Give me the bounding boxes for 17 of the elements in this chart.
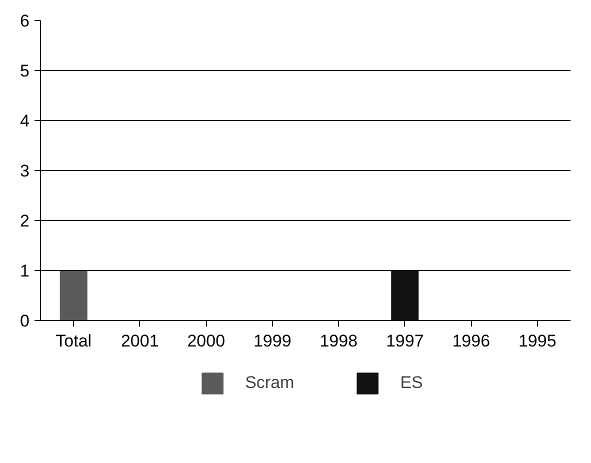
x-tick-label: 1996 (452, 332, 490, 350)
y-tick-label: 3 (20, 162, 30, 180)
x-tick-label: 1997 (386, 332, 424, 350)
y-tick-label: 6 (20, 12, 30, 30)
y-tick-label: 2 (20, 212, 30, 230)
y-tick-label: 1 (20, 262, 30, 280)
legend-label: ES (400, 373, 423, 393)
x-tick-label: Total (56, 332, 92, 350)
x-tick-label: 1998 (320, 332, 358, 350)
x-tick-label: 1999 (253, 332, 292, 350)
y-tick-label: 0 (20, 312, 30, 330)
y-tick-label: 4 (20, 112, 30, 130)
legend-label: Scram (245, 373, 294, 393)
x-tick-label: 1995 (518, 332, 556, 350)
y-tick-label: 5 (20, 62, 30, 80)
x-tick-label: 2001 (120, 332, 159, 350)
x-tick-label: 2000 (187, 332, 226, 350)
